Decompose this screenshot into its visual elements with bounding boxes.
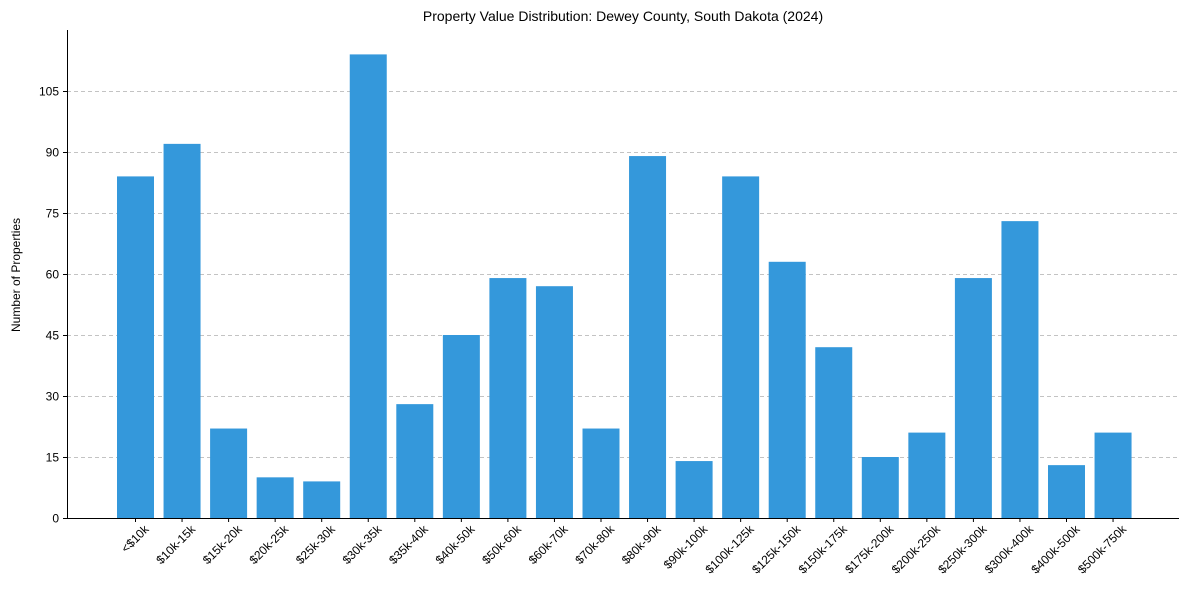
y-tick-label: 15	[46, 451, 60, 465]
gridlines	[67, 91, 1179, 458]
bar	[349, 54, 387, 519]
bar	[861, 457, 899, 518]
y-tick-label: 90	[46, 146, 60, 160]
bar	[1048, 465, 1085, 518]
x-tick-label: $80k-90k	[619, 522, 665, 568]
chart-title: Property Value Distribution: Dewey Count…	[423, 8, 823, 24]
bar	[629, 156, 667, 519]
x-tick-label: $30k-35k	[340, 522, 386, 568]
axes	[67, 30, 1179, 519]
x-ticks: <$10k $10k-15k $15k-20k $20k-25k $25k-30k $30…	[118, 518, 1130, 576]
bars	[117, 54, 1132, 519]
x-tick-label: $70k-80k	[572, 522, 618, 568]
y-axis-label: Number of Properties	[9, 218, 23, 332]
y-ticks: 0 15 30 45 60 75 90 105	[39, 85, 67, 526]
x-tick-label: $200k-250k	[889, 522, 944, 577]
x-tick-label: $125k-150k	[749, 522, 804, 577]
bar	[675, 461, 713, 518]
x-tick-label: $60k-70k	[526, 522, 572, 568]
x-tick-label: $50k-60k	[479, 522, 525, 568]
x-tick-label: $500k-750k	[1075, 522, 1130, 577]
bar	[1001, 221, 1039, 518]
bar	[815, 347, 853, 518]
x-tick-label: $90k-100k	[661, 522, 711, 572]
x-tick-label: $10k-15k	[153, 522, 199, 568]
bar	[210, 428, 248, 518]
y-tick-label: 75	[46, 207, 60, 221]
y-tick-label: 105	[39, 85, 59, 99]
y-tick-label: 0	[52, 512, 59, 526]
x-tick-label: $100k-125k	[703, 522, 758, 577]
bar	[535, 286, 573, 518]
x-tick-label: $35k-40k	[386, 522, 432, 568]
bar	[582, 428, 620, 518]
bar	[396, 404, 434, 518]
x-tick-label: <$10k	[118, 522, 152, 556]
bar	[256, 477, 294, 518]
x-tick-label: $300k-400k	[982, 522, 1037, 577]
bar	[442, 335, 480, 518]
bar	[768, 261, 806, 518]
bar	[163, 143, 201, 518]
x-tick-label: $400k-500k	[1028, 522, 1083, 577]
x-tick-label: $250k-300k	[935, 522, 990, 577]
bar	[722, 176, 760, 518]
x-tick-label: $40k-50k	[433, 522, 479, 568]
y-tick-label: 60	[46, 268, 60, 282]
x-tick-label: $25k-30k	[293, 522, 339, 568]
bar	[303, 481, 341, 518]
y-tick-label: 30	[46, 390, 60, 404]
x-tick-label: $20k-25k	[246, 522, 292, 568]
x-tick-label: $150k-175k	[796, 522, 851, 577]
bar	[908, 432, 946, 518]
y-tick-label: 45	[46, 329, 60, 343]
bar	[1094, 432, 1132, 518]
x-tick-label: $175k-200k	[842, 522, 897, 577]
bar	[954, 278, 992, 518]
bar	[489, 278, 527, 518]
x-tick-label: $15k-20k	[200, 522, 246, 568]
bar	[117, 176, 154, 518]
